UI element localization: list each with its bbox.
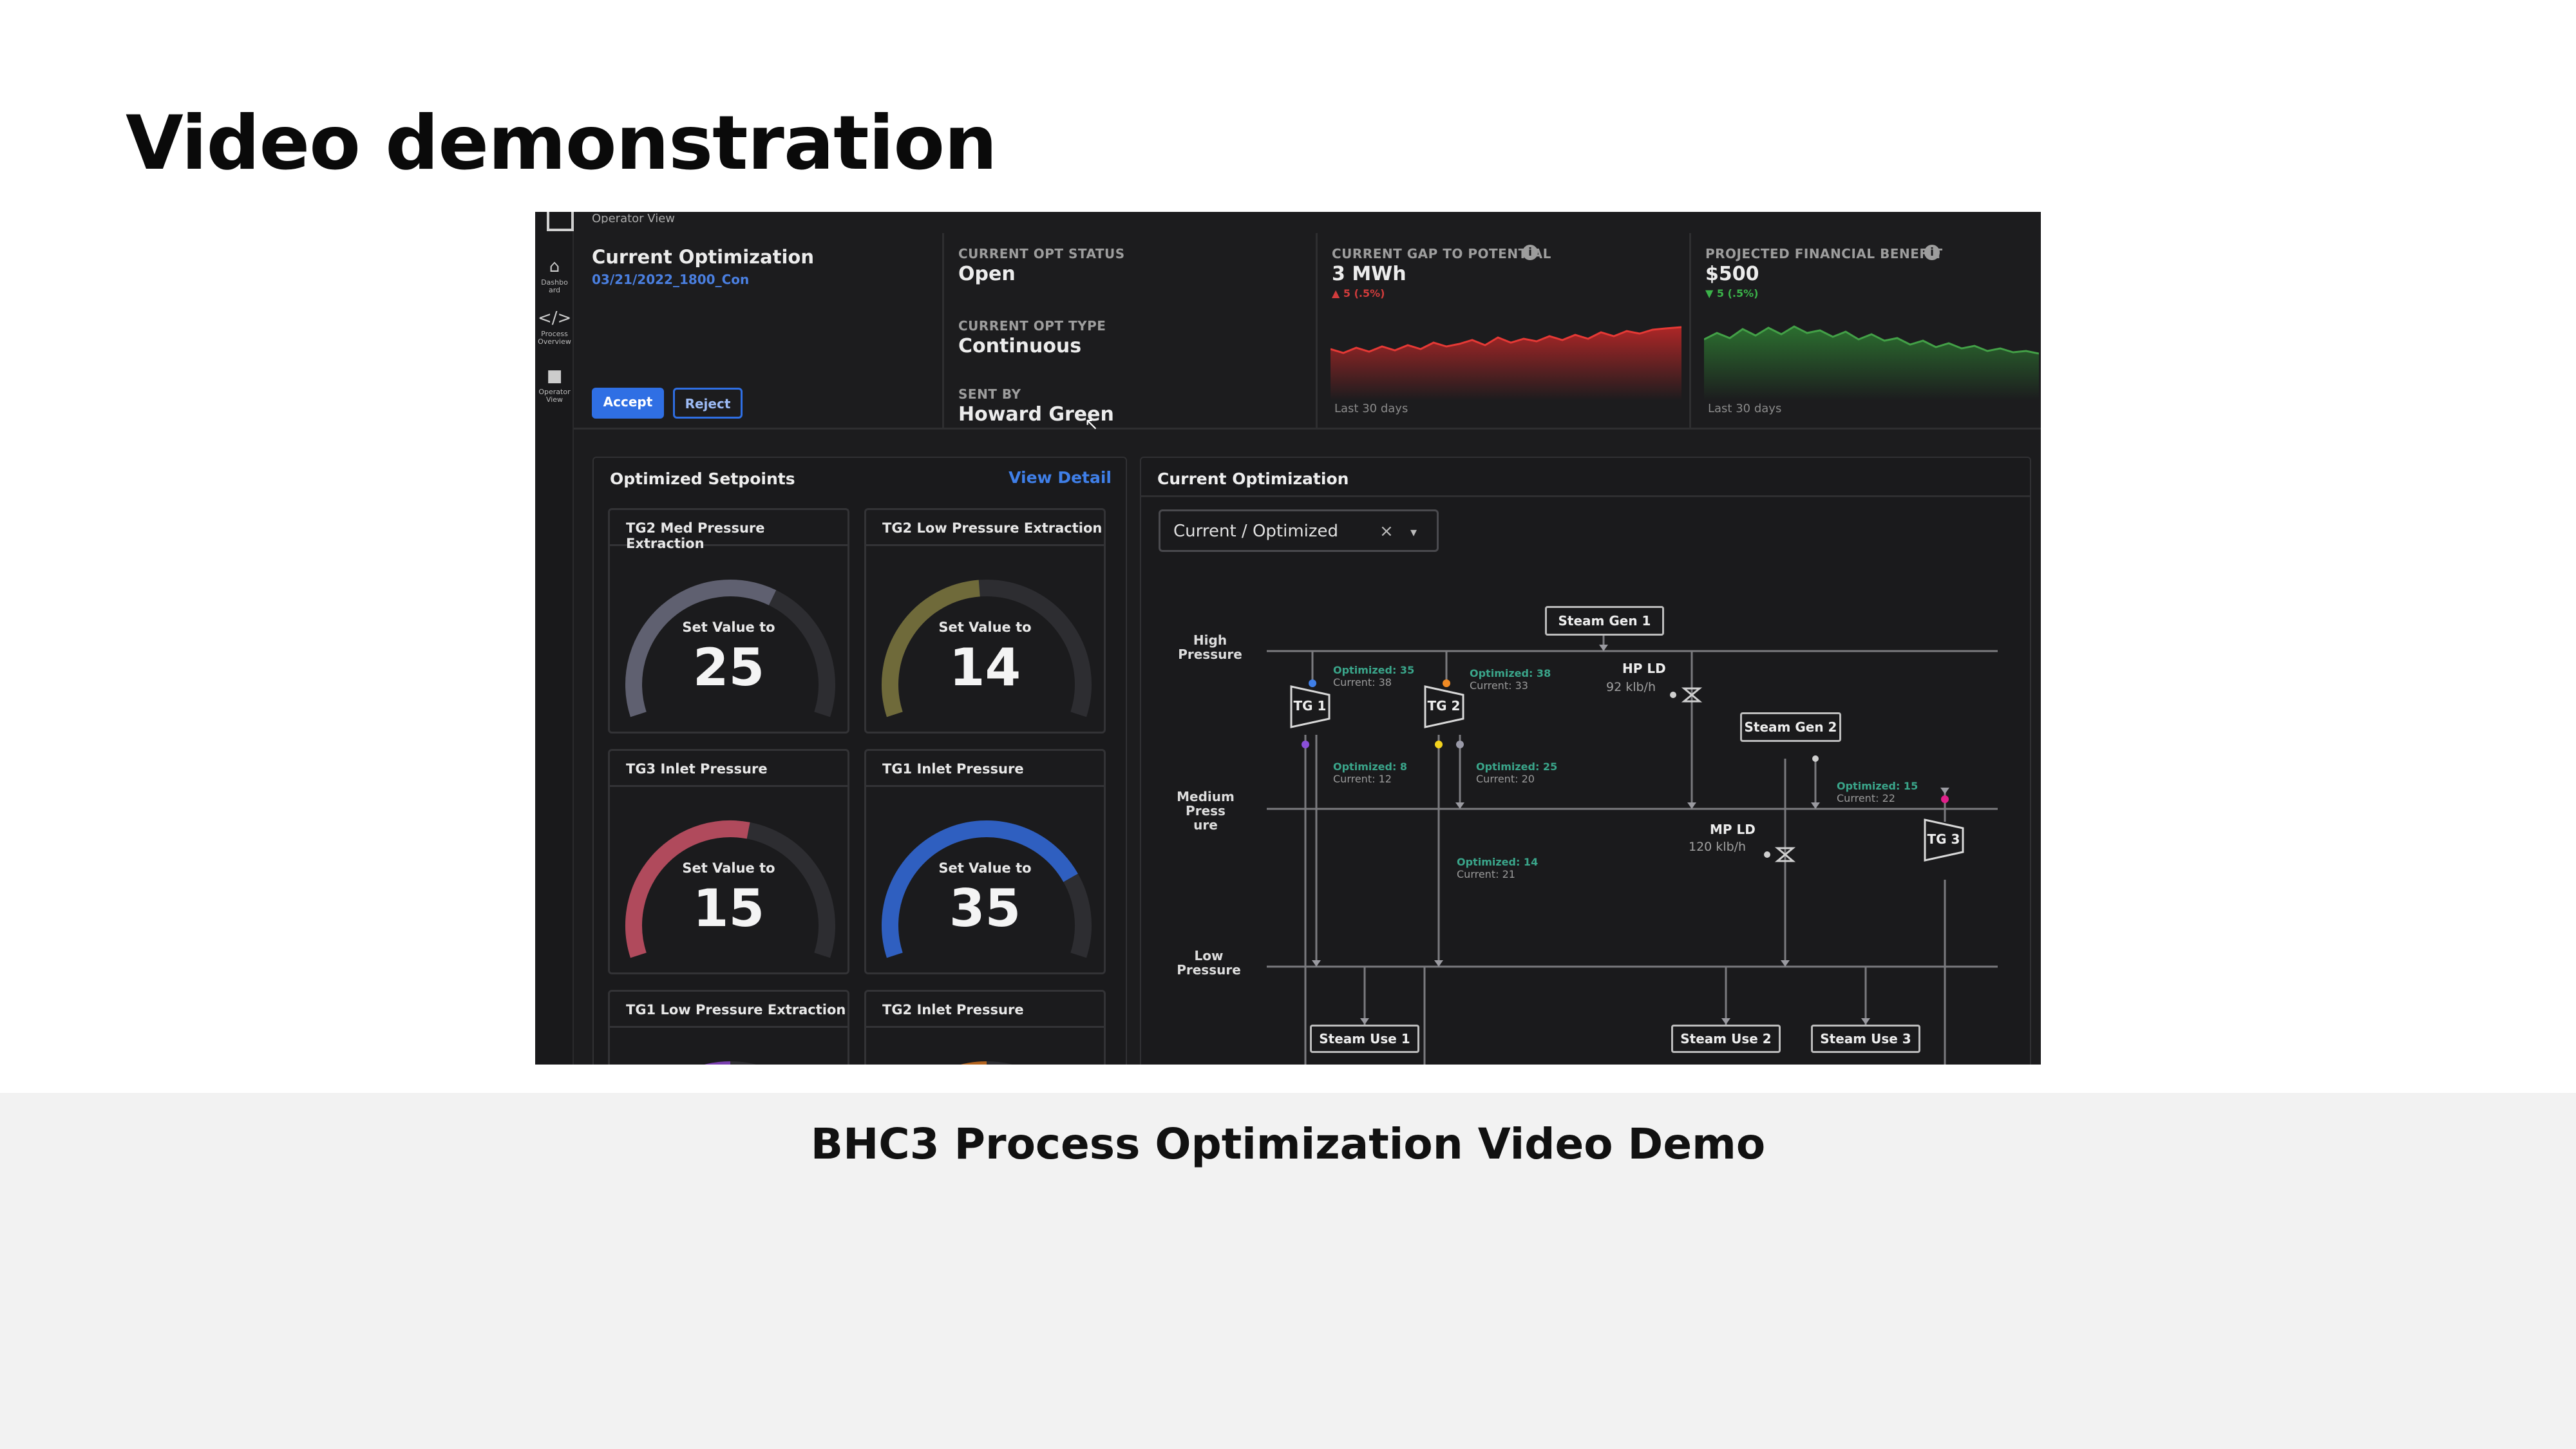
clear-icon[interactable]: ×	[1379, 522, 1394, 541]
footer-band	[0, 1093, 2576, 1449]
label-high-pressure: High Pressure	[1178, 632, 1242, 662]
node-mp-ld[interactable]: MP LD	[1710, 822, 1756, 837]
gauge-fill	[882, 820, 1078, 958]
financial-benefit-panel: PROJECTED FINANCIAL BENEFIT i $500 ▼ 5 (…	[1691, 233, 2041, 430]
home-icon: ⌂	[549, 257, 560, 276]
code-icon: </>	[538, 308, 572, 328]
node-steam-gen-1[interactable]: Steam Gen 1	[1545, 606, 1664, 636]
gauge-value: 35	[949, 878, 1021, 938]
gap-delta: ▲ 5 (.5%)	[1332, 287, 1385, 299]
setpoints-title: Optimized Setpoints	[610, 469, 795, 488]
info-icon[interactable]: i	[1924, 245, 1940, 260]
optimization-id[interactable]: 03/21/2022_1800_Con	[592, 272, 750, 287]
view-detail-link[interactable]: View Detail	[1009, 468, 1112, 487]
sidebar-item-process-overview[interactable]: </> Process Overview	[538, 308, 572, 346]
gauge-value: 25	[692, 638, 765, 697]
current-optimization-diagram-card: Current Optimization Current / Optimized…	[1140, 457, 2031, 1065]
process-flow-diagram	[1267, 636, 1998, 1065]
hp-ld-flow: 92 klb/h	[1606, 680, 1656, 694]
node-steam-use-1[interactable]: Steam Use 1	[1310, 1025, 1419, 1053]
opt-status-value: Open	[958, 263, 1016, 285]
gauge-fill	[882, 580, 980, 717]
gauge-fill	[625, 580, 777, 717]
annotation-tg1-extraction: Optimized: 8 Current: 12	[1333, 761, 1408, 785]
annotation-tg2-med-extraction: Optimized: 25 Current: 20	[1476, 761, 1558, 785]
app-logo	[547, 212, 574, 231]
gauge-arc	[961, 1061, 1012, 1065]
gauge-tg2-med-pressure[interactable]: TG2 Med Pressure Extraction Set Value to…	[608, 508, 849, 734]
sidebar: ⌂ Dashbo ard </> Process Overview ■ Oper…	[535, 212, 574, 1065]
video-caption: BHC3 Process Optimization Video Demo	[810, 1119, 1766, 1169]
slide-title: Video demonstration	[126, 100, 998, 187]
label-medium-pressure: Medium Press ure	[1177, 789, 1235, 833]
current-optimized-dropdown[interactable]: Current / Optimized × ▾	[1159, 509, 1439, 552]
annotation-tg2-low-extraction: Optimized: 14 Current: 21	[1457, 856, 1539, 880]
annotation-tg3-inlet: Optimized: 15 Current: 22	[1837, 780, 1918, 804]
opt-status-panel: CURRENT OPT STATUS Open CURRENT OPT TYPE…	[944, 233, 1318, 434]
gap-value: 3 MWh	[1332, 263, 1406, 285]
gauge-fill	[625, 820, 750, 958]
gauge-arc	[882, 580, 1092, 717]
gauge-tg2-inlet-pressure[interactable]: TG2 Inlet Pressure	[864, 990, 1106, 1065]
gauge-tg3-inlet-pressure[interactable]: TG3 Inlet Pressure Set Value to 15	[608, 749, 849, 974]
annotation-tg1-inlet: Optimized: 35 Current: 38	[1333, 664, 1415, 688]
node-steam-use-3[interactable]: Steam Use 3	[1811, 1025, 1920, 1053]
node-tg1[interactable]: TG 1	[1293, 698, 1327, 714]
sidebar-item-operator-view[interactable]: ■ Operator View	[538, 366, 571, 404]
mp-ld-flow: 120 klb/h	[1689, 840, 1747, 854]
gauge-tg2-low-pressure[interactable]: TG2 Low Pressure Extraction Set Value to…	[864, 508, 1106, 734]
benefit-period: Last 30 days	[1708, 402, 1782, 415]
top-tab[interactable]: Operator View	[592, 212, 676, 223]
benefit-delta: ▼ 5 (.5%)	[1705, 287, 1759, 299]
annotation-tg2-inlet: Optimized: 38 Current: 33	[1470, 667, 1551, 692]
gauge-arc	[705, 1061, 756, 1065]
info-icon[interactable]: i	[1522, 245, 1538, 260]
optimization-title: Current Optimization	[592, 246, 814, 268]
gauge-tg1-low-pressure-extraction[interactable]: TG1 Low Pressure Extraction	[608, 990, 849, 1065]
gauge-arc	[625, 820, 835, 958]
mouse-cursor-icon: ↖	[1084, 415, 1099, 434]
gap-period: Last 30 days	[1334, 402, 1408, 415]
label-low-pressure: Low Pressure	[1177, 948, 1241, 978]
node-steam-gen-2[interactable]: Steam Gen 2	[1740, 712, 1841, 742]
benefit-sparkline	[1704, 325, 2039, 401]
chevron-down-icon[interactable]: ▾	[1410, 524, 1417, 540]
gap-sparkline	[1331, 326, 1681, 401]
current-optimization-panel: Current Optimization 03/21/2022_1800_Con…	[574, 233, 944, 430]
opt-type-value: Continuous	[958, 335, 1082, 357]
gauge-arc	[882, 820, 1092, 958]
node-tg2[interactable]: TG 2	[1427, 698, 1461, 714]
node-steam-use-2[interactable]: Steam Use 2	[1671, 1025, 1781, 1053]
gauge-value: 14	[949, 638, 1021, 697]
operator-icon: ■	[546, 366, 563, 386]
benefit-value: $500	[1705, 263, 1759, 285]
sidebar-item-dashboard[interactable]: ⌂ Dashbo ard	[538, 257, 571, 294]
diagram-title: Current Optimization	[1157, 469, 1349, 488]
gauge-tg1-inlet-pressure[interactable]: TG1 Inlet Pressure Set Value to 35	[864, 749, 1106, 974]
gauge-value: 15	[692, 878, 765, 938]
reject-button[interactable]: Reject	[673, 388, 743, 419]
gap-to-potential-panel: CURRENT GAP TO POTENTIAL i 3 MWh ▲ 5 (.5…	[1318, 233, 1691, 430]
divider	[1141, 495, 2030, 497]
node-hp-ld[interactable]: HP LD	[1622, 661, 1666, 676]
gauge-arc	[625, 580, 835, 717]
video-screenshot[interactable]: ⌂ Dashbo ard </> Process Overview ■ Oper…	[535, 212, 2041, 1065]
sent-by-value: Howard Green	[958, 403, 1114, 426]
node-tg3[interactable]: TG 3	[1927, 831, 1960, 847]
accept-button[interactable]: Accept	[592, 388, 664, 419]
